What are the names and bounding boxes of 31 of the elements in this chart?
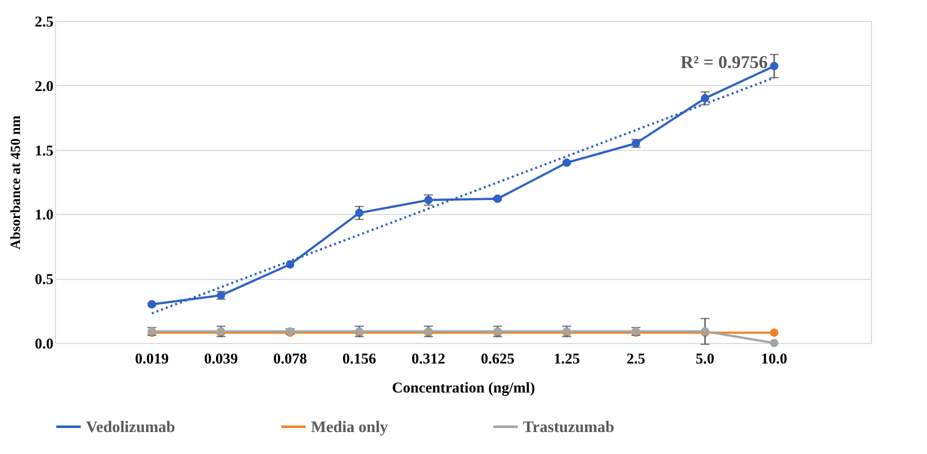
point bbox=[493, 194, 502, 203]
point bbox=[770, 328, 778, 337]
x-tick-label: 0.625 bbox=[480, 352, 514, 368]
legend-label: Vedolizumab bbox=[86, 418, 176, 436]
point bbox=[562, 158, 571, 167]
x-axis-title: Concentration (ng/ml) bbox=[392, 380, 535, 396]
x-tick-label: 2.5 bbox=[626, 352, 646, 368]
x-tick-label: 0.312 bbox=[412, 352, 446, 368]
y-tick-label: 1.0 bbox=[34, 208, 54, 224]
point bbox=[286, 260, 294, 269]
x-tick-label: 5.0 bbox=[696, 352, 714, 368]
point bbox=[355, 208, 364, 218]
x-tick-label: 0.039 bbox=[204, 352, 238, 368]
annotation: R² = 0.9756 bbox=[680, 52, 768, 72]
x-tick-label: 0.156 bbox=[342, 352, 377, 368]
point bbox=[148, 300, 156, 309]
x-tick-label: 0.019 bbox=[134, 352, 169, 368]
y-tick-label: 2.0 bbox=[34, 78, 54, 95]
y-axis-title: Absorbance at 450 nm bbox=[8, 115, 24, 250]
legend-label: Trastuzumab bbox=[523, 418, 614, 436]
point bbox=[770, 338, 778, 348]
y-tick-label: 0.5 bbox=[34, 272, 54, 288]
y-tick-label: 0.0 bbox=[34, 336, 54, 352]
y-tick-label: 1.5 bbox=[34, 143, 54, 160]
point bbox=[770, 62, 778, 70]
x-tick-label: 10.0 bbox=[761, 352, 788, 368]
y-tick-label: 2.5 bbox=[34, 14, 54, 30]
x-tick-label: 1.25 bbox=[554, 352, 580, 368]
x-tick-label: 0.078 bbox=[273, 352, 307, 368]
point bbox=[700, 94, 710, 102]
legend-label: Media only bbox=[311, 418, 388, 436]
